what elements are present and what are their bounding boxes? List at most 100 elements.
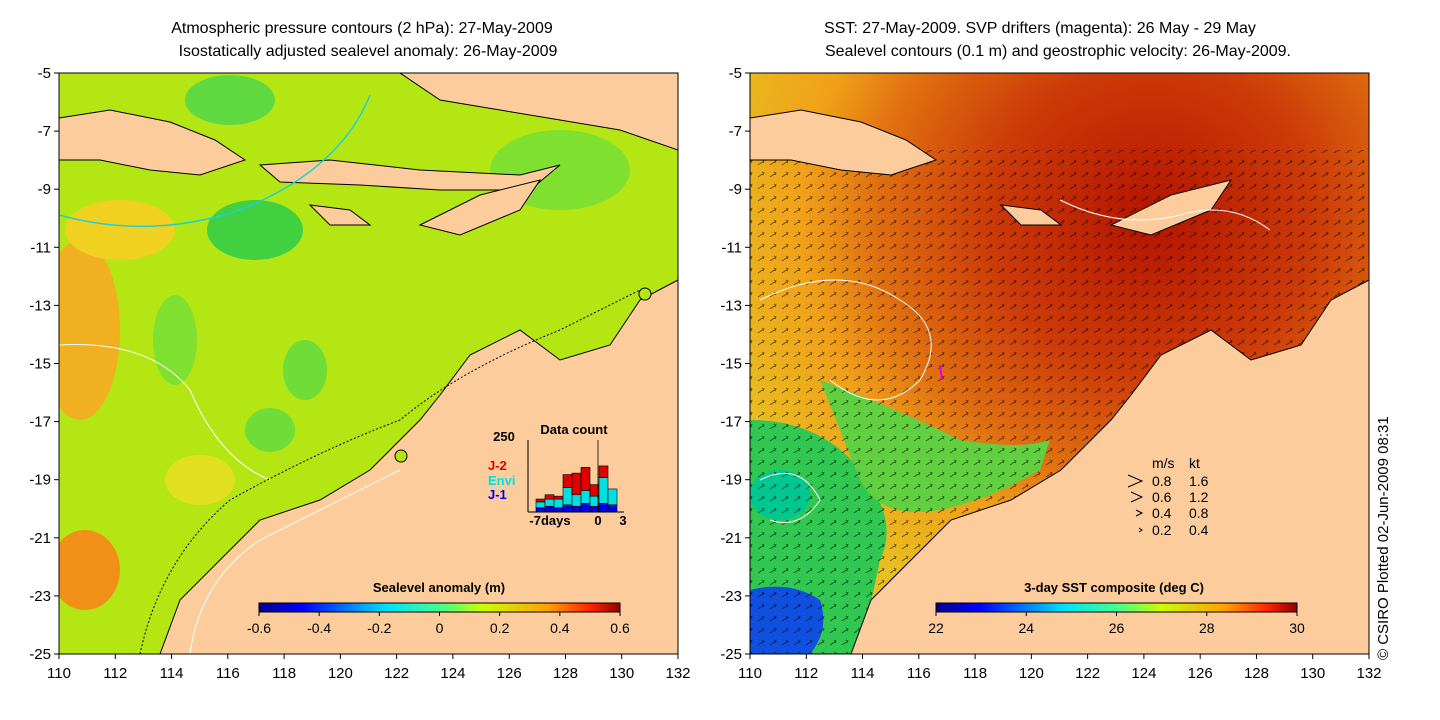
right-ytick-label: -15 (720, 356, 742, 373)
inset-bar-j2 (544, 494, 555, 500)
speed-ms-1: 0.6 (1152, 489, 1172, 505)
right-xtick-label: 124 (1131, 665, 1156, 682)
left-xtick-label: 110 (47, 665, 71, 682)
inset-x-start: -7days (529, 513, 570, 528)
right-ytick-label: -5 (729, 65, 742, 82)
speed-legend-header-ms: m/s (1152, 455, 1175, 471)
inset-bar-j1 (535, 507, 546, 513)
speed-arrow-2 (1135, 509, 1144, 517)
sla-contour-1 (59, 344, 271, 481)
speed-kt-3: 0.4 (1189, 522, 1209, 538)
sst-colorbar-ticks: 22 24 26 28 30 (928, 612, 1305, 636)
inset-bar-j2 (562, 474, 573, 488)
inset-bars (535, 465, 618, 513)
inset-bar-j1 (598, 503, 609, 513)
speed-ms-0: 0.8 (1152, 473, 1172, 489)
left-title-line1: Atmospheric pressure contours (2 hPa): 2… (171, 20, 553, 37)
inset-bar-envi (607, 488, 618, 506)
buoy-marker-1 (638, 287, 652, 301)
inset-bar-j2 (553, 495, 564, 500)
left-ytick-label: -9 (38, 181, 51, 198)
sst-cbar-label: 28 (1199, 620, 1215, 636)
right-xtick-label: 116 (907, 665, 931, 682)
right-xtick-label: 126 (1188, 665, 1213, 682)
sumba-island (308, 204, 372, 226)
inset-bar-envi (544, 498, 555, 507)
left-ytick-label: -17 (29, 414, 51, 431)
sla-low-mid1 (283, 340, 327, 400)
inset-bar-j1 (553, 507, 564, 513)
left-map (59, 73, 678, 654)
inset-bar-j2 (535, 498, 546, 503)
right-xtick-label: 130 (1300, 665, 1325, 682)
sst-cbar-label: 30 (1289, 620, 1305, 636)
inset-bar-envi (562, 487, 573, 506)
australia-land (159, 279, 678, 654)
left-ytick-label: -23 (29, 588, 51, 605)
left-xtick-label: 114 (160, 665, 184, 682)
right-ytick-label: -19 (720, 472, 742, 489)
right-xtick-label: 128 (1244, 665, 1269, 682)
inset-bar-j2 (580, 467, 591, 491)
sla-colorbar-ticks: -0.6 -0.4 -0.2 0 0.2 0.4 0.6 (247, 612, 630, 636)
northern-land (399, 73, 678, 151)
left-ytick-label: -21 (29, 530, 51, 547)
sla-low-north (185, 75, 275, 125)
left-xtick-label: 126 (497, 665, 522, 682)
sla-high-mid (165, 455, 235, 505)
left-xtick-label: 112 (103, 665, 127, 682)
right-ytick-label: -13 (720, 297, 742, 314)
left-title-line2: Isostatically adjusted sealevel anomaly:… (179, 43, 558, 60)
right-map (750, 73, 1369, 654)
right-title-line2: Sealevel contours (0.1 m) and geostrophi… (825, 43, 1291, 60)
right-xtick-label: 110 (738, 665, 762, 682)
sealevel-contour-2 (1059, 199, 1271, 231)
right-xtick-label: 118 (963, 665, 987, 682)
speed-kt-0: 1.6 (1189, 473, 1209, 489)
sst-cbar-label: 22 (928, 620, 944, 636)
right-xtick-label: 132 (1356, 665, 1381, 682)
inset-bar-j1 (607, 504, 618, 513)
indonesia-java (59, 109, 247, 176)
credit-text: © CSIRO Plotted 02-Jun-2009 08:31 (1375, 416, 1392, 660)
right-xtick-label: 122 (1075, 665, 1100, 682)
right-y-axis: -5 -7 -9 -11 -13 -15 -17 -19 -21 -23 -25 (720, 65, 750, 663)
inset-title: Data count (540, 422, 608, 437)
sumba-right (999, 204, 1063, 226)
inset-bar-j2 (598, 465, 609, 478)
sla-colorbar-title: Sealevel anomaly (m) (373, 580, 505, 595)
left-ytick-label: -13 (29, 297, 51, 314)
sla-colorbar-ramp (258, 602, 621, 613)
sla-low-mid3 (153, 295, 197, 385)
sla-high-west (59, 240, 120, 420)
left-xtick-label: 120 (328, 665, 353, 682)
sealevel-contour-1 (759, 279, 932, 401)
inset-legend-envi: Envi (488, 473, 515, 488)
left-xtick-label: 118 (272, 665, 296, 682)
left-x-axis: 110 112 114 116 118 120 122 124 126 128 130 132 (47, 654, 691, 682)
inset-x-end: 3 (619, 513, 626, 528)
right-ytick-label: -17 (720, 414, 742, 431)
sealevel-contour-3 (759, 472, 821, 523)
speed-kt-2: 0.8 (1189, 505, 1209, 521)
sla-cbar-label: -0.4 (307, 620, 331, 636)
sst-cbar-label: 26 (1109, 620, 1125, 636)
inset-bar-envi (535, 501, 546, 508)
inset-bar-envi (553, 498, 564, 508)
sla-cbar-label: -0.2 (367, 620, 391, 636)
right-ytick-label: -9 (729, 181, 742, 198)
sst-colorbar-ramp (935, 602, 1298, 613)
inset-bar-envi (571, 494, 582, 507)
inset-bar-j1 (544, 505, 555, 513)
left-panel: Atmospheric pressure contours (2 hPa): 2… (29, 20, 690, 682)
left-xtick-label: 130 (609, 665, 634, 682)
left-ytick-label: -15 (29, 356, 51, 373)
right-xtick-label: 112 (794, 665, 818, 682)
inset-bar-j1 (571, 505, 582, 513)
inset-bar-j2 (571, 472, 582, 496)
right-title-line1: SST: 27-May-2009. SVP drifters (magenta)… (824, 20, 1256, 37)
left-xtick-label: 124 (440, 665, 465, 682)
sla-high-north (65, 200, 175, 260)
sla-low-central (207, 200, 303, 260)
sst-cbar-label: 24 (1018, 620, 1034, 636)
